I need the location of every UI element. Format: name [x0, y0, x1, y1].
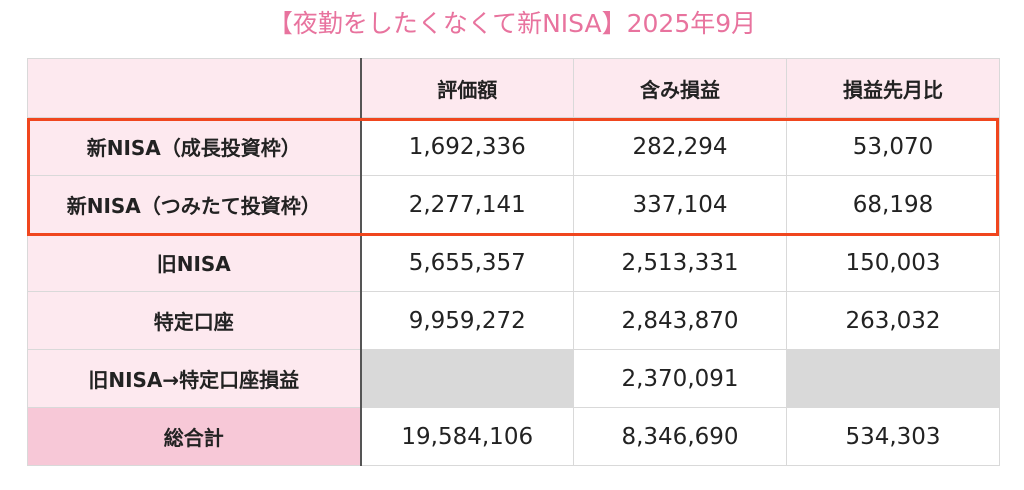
row-label: 新NISA（つみたて投資枠）	[27, 175, 362, 234]
row-label: 総合計	[27, 407, 362, 466]
header-monthly-change: 損益先月比	[786, 58, 1000, 118]
empty-cell	[786, 349, 1000, 408]
table-header-row: 評価額 含み損益 損益先月比	[27, 58, 1000, 118]
table-row-total: 総合計 19,584,106 8,346,690 534,303	[27, 407, 1000, 466]
header-corner-cell	[27, 58, 362, 118]
unrealized-gain-cell: 2,513,331	[573, 233, 787, 292]
monthly-change-cell: 68,198	[786, 175, 1000, 234]
unrealized-gain-cell: 337,104	[573, 175, 787, 234]
header-unrealized-gain: 含み損益	[573, 58, 787, 118]
monthly-change-cell: 150,003	[786, 233, 1000, 292]
valuation-cell: 5,655,357	[360, 233, 574, 292]
valuation-cell: 9,959,272	[360, 291, 574, 350]
page-title: 【夜勤をしたくなくて新NISA】2025年9月	[267, 9, 757, 38]
valuation-cell: 2,277,141	[360, 175, 574, 234]
empty-cell	[360, 349, 574, 408]
monthly-change-cell: 263,032	[786, 291, 1000, 350]
table-row-nisa-tsumitate: 新NISA（つみたて投資枠） 2,277,141 337,104 68,198	[27, 175, 1000, 234]
portfolio-table: 評価額 含み損益 損益先月比 新NISA（成長投資枠） 1,692,336 28…	[27, 58, 1000, 466]
unrealized-gain-cell: 2,370,091	[573, 349, 787, 408]
monthly-change-cell: 534,303	[786, 407, 1000, 466]
valuation-cell: 19,584,106	[360, 407, 574, 466]
table-row-transfer-gain: 旧NISA→特定口座損益 2,370,091	[27, 349, 1000, 408]
monthly-change-cell: 53,070	[786, 117, 1000, 176]
table-row-taxable-account: 特定口座 9,959,272 2,843,870 263,032	[27, 291, 1000, 350]
table-row-nisa-growth: 新NISA（成長投資枠） 1,692,336 282,294 53,070	[27, 117, 1000, 176]
row-label: 新NISA（成長投資枠）	[27, 117, 362, 176]
row-label: 特定口座	[27, 291, 362, 350]
valuation-cell: 1,692,336	[360, 117, 574, 176]
row-label: 旧NISA→特定口座損益	[27, 349, 362, 408]
row-label: 旧NISA	[27, 233, 362, 292]
unrealized-gain-cell: 282,294	[573, 117, 787, 176]
header-valuation: 評価額	[360, 58, 574, 118]
unrealized-gain-cell: 2,843,870	[573, 291, 787, 350]
unrealized-gain-cell: 8,346,690	[573, 407, 787, 466]
table-row-old-nisa: 旧NISA 5,655,357 2,513,331 150,003	[27, 233, 1000, 292]
